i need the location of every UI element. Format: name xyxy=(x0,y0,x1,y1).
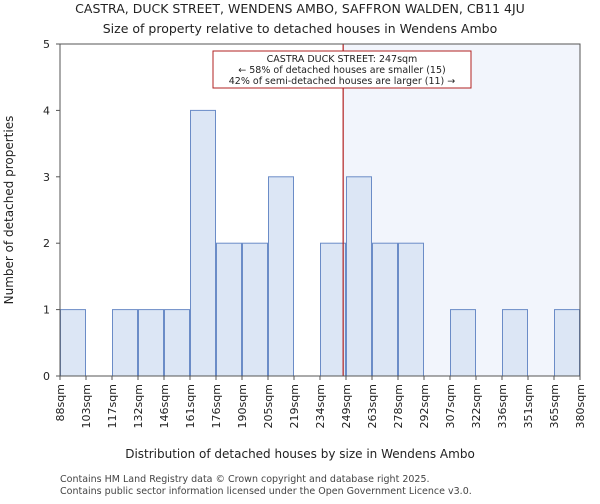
histogram-bar xyxy=(554,309,580,377)
chart-subtitle: Size of property relative to detached ho… xyxy=(103,21,498,36)
histogram-bar xyxy=(60,309,86,377)
x-tick-label: 161sqm xyxy=(184,384,197,428)
annotation-border xyxy=(212,50,472,89)
histogram-bar xyxy=(346,176,372,377)
histogram-bar xyxy=(398,242,424,377)
x-tick-label: 322sqm xyxy=(470,384,483,428)
x-tick-label: 263sqm xyxy=(366,384,379,428)
y-axis-label: Number of detached properties xyxy=(2,116,16,305)
histogram-bar xyxy=(268,176,294,377)
y-tick-label: 1 xyxy=(43,304,50,317)
y-tick-label: 5 xyxy=(43,38,50,51)
x-axis-label: Distribution of detached houses by size … xyxy=(125,447,475,461)
histogram-bar xyxy=(190,109,216,377)
annotation-box: CASTRA DUCK STREET: 247sqm ← 58% of deta… xyxy=(212,50,472,89)
y-tick-label: 3 xyxy=(43,171,50,184)
footer-licence: Contains public sector information licen… xyxy=(60,486,472,497)
x-tick-label: 278sqm xyxy=(392,384,405,428)
histogram-bar xyxy=(112,309,138,377)
x-tick-label: 103sqm xyxy=(80,384,93,428)
y-tick-label: 4 xyxy=(43,104,50,117)
annotation-line-1: CASTRA DUCK STREET: 247sqm xyxy=(267,54,418,65)
annotation-line-2: ← 58% of detached houses are smaller (15… xyxy=(238,65,445,76)
y-tick-label: 0 xyxy=(43,370,50,383)
x-tick-label: 132sqm xyxy=(132,384,145,428)
x-tick-label: 117sqm xyxy=(106,384,119,428)
x-tick-label: 365sqm xyxy=(548,384,561,428)
x-tick-label: 205sqm xyxy=(262,384,275,428)
histogram-bar xyxy=(372,242,398,377)
chart-title: CASTRA, DUCK STREET, WENDENS AMBO, SAFFR… xyxy=(75,1,525,16)
x-tick-label: 292sqm xyxy=(418,384,431,428)
x-tick-label: 176sqm xyxy=(210,384,223,428)
x-tick-label: 234sqm xyxy=(314,384,327,428)
footer-copyright: Contains HM Land Registry data © Crown c… xyxy=(60,474,430,485)
annotation-line-3: 42% of semi-detached houses are larger (… xyxy=(229,76,456,87)
histogram-bar xyxy=(502,309,528,377)
x-tick-label: 307sqm xyxy=(444,384,457,428)
histogram-bar xyxy=(216,242,242,377)
x-tick-label: 146sqm xyxy=(158,384,171,428)
x-tick-label: 336sqm xyxy=(496,384,509,428)
x-tick-label: 190sqm xyxy=(236,384,249,428)
x-tick-label: 249sqm xyxy=(340,384,353,428)
x-tick-label: 88sqm xyxy=(54,384,67,421)
histogram-bar xyxy=(242,242,268,377)
x-tick-label: 380sqm xyxy=(574,384,587,428)
histogram-bar xyxy=(164,309,190,377)
histogram-bar xyxy=(450,309,476,377)
histogram-bar xyxy=(320,242,346,377)
x-tick-label: 351sqm xyxy=(522,384,535,428)
x-tick-label: 219sqm xyxy=(288,384,301,428)
histogram-bar xyxy=(138,309,164,377)
y-tick-label: 2 xyxy=(43,237,50,250)
